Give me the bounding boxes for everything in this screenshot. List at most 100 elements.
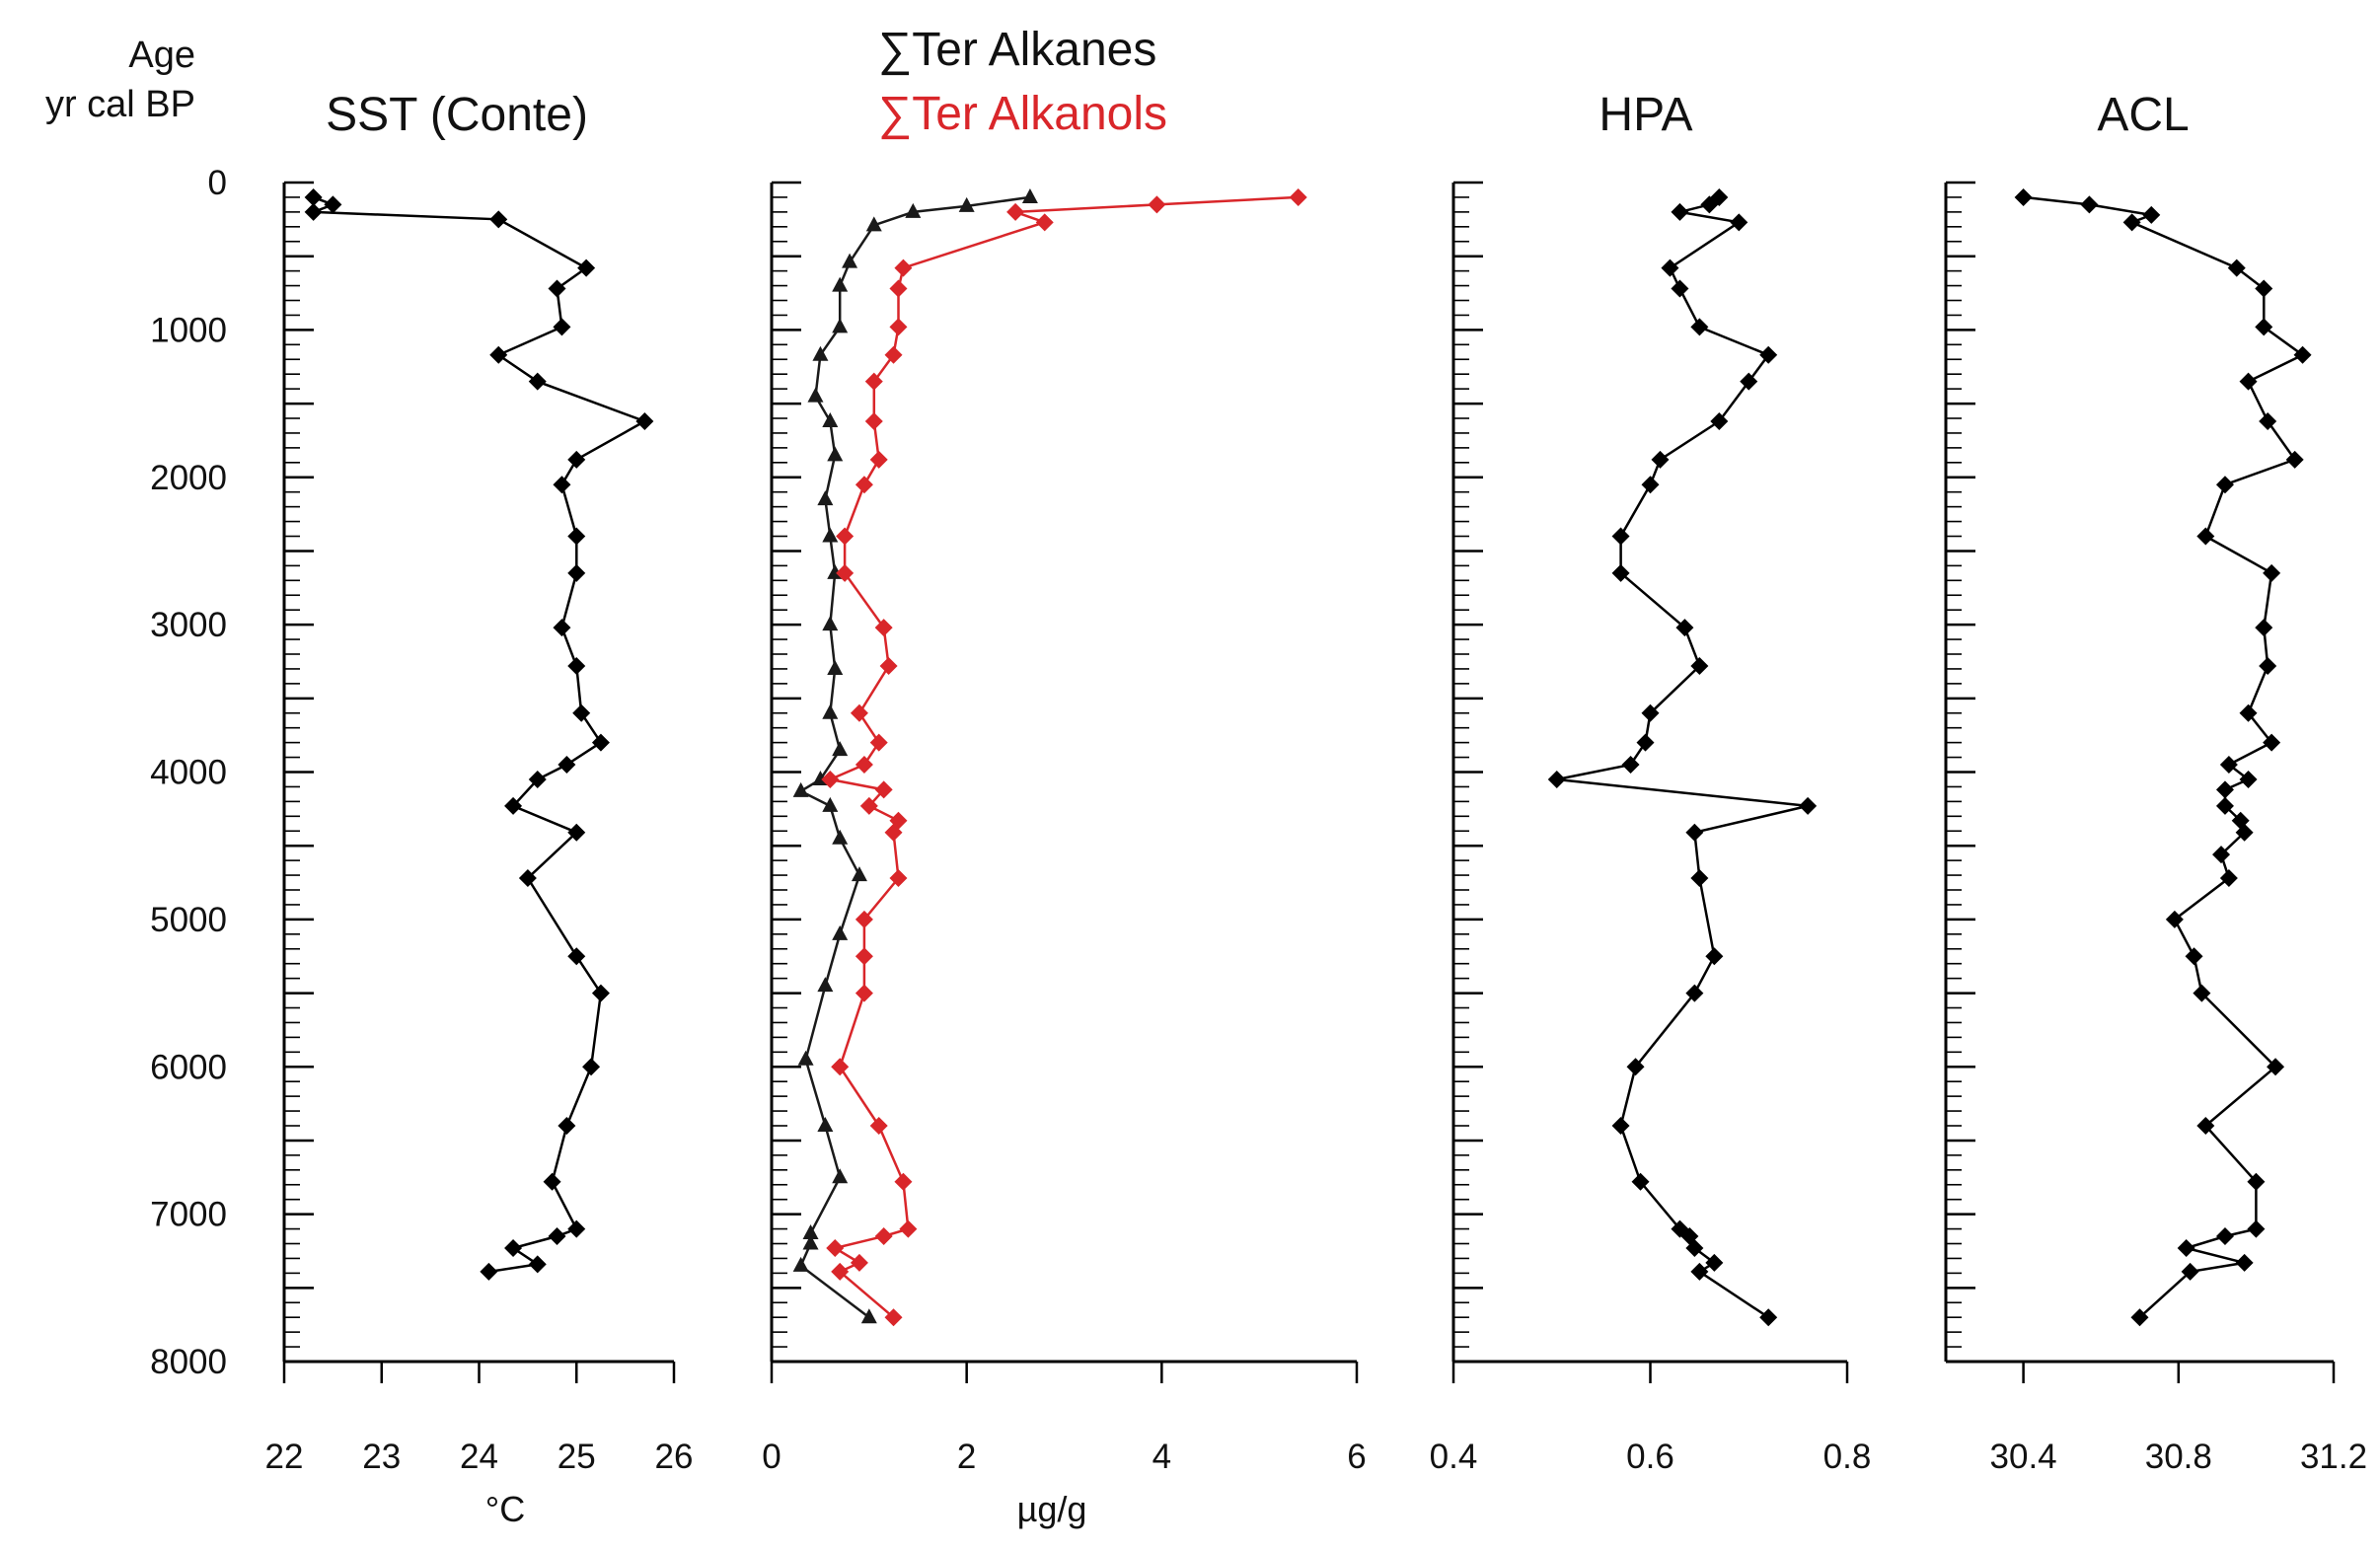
data-point (567, 947, 586, 966)
data-point (850, 703, 868, 722)
data-point (817, 977, 834, 993)
data-point (567, 563, 586, 582)
panel-1: 0 2 4 6 (762, 181, 1367, 1476)
x-tick-label: 6 (1347, 1438, 1366, 1476)
data-point (2219, 869, 2238, 888)
data-point (874, 780, 893, 799)
data-point (2293, 345, 2312, 364)
y-tick-label: 4000 (150, 754, 227, 792)
data-point (899, 1219, 918, 1238)
x-tick-label: 26 (655, 1438, 694, 1476)
data-point (304, 202, 323, 221)
data-point (2255, 318, 2273, 336)
data-point (553, 619, 571, 637)
data-point (2196, 527, 2215, 546)
data-point (528, 770, 547, 788)
data-point (864, 411, 883, 430)
x-tick-label: 0 (762, 1438, 781, 1476)
data-point (1611, 527, 1630, 546)
data-point (548, 1227, 566, 1246)
x-tick-label: 30.8 (2145, 1438, 2212, 1476)
panel-0: 0 1000 2000 3000 4000 5000 6000 7000 8000 22 23 24 2… (150, 164, 693, 1476)
data-point (812, 345, 829, 361)
data-point (2263, 563, 2281, 582)
data-point (1799, 796, 1818, 815)
data-point (874, 1227, 893, 1246)
data-point (2267, 1058, 2285, 1076)
x-tick-label: 22 (265, 1438, 304, 1476)
data-point (2255, 619, 2273, 637)
data-point (832, 318, 849, 333)
data-point (504, 1238, 523, 1257)
data-point (792, 781, 809, 797)
data-point (1675, 619, 1694, 637)
data-point (894, 258, 913, 277)
data-point (567, 1219, 586, 1238)
data-point (836, 527, 855, 546)
data-point (591, 984, 610, 1002)
data-point (859, 796, 878, 815)
data-point (874, 619, 893, 637)
data-point (1148, 195, 1166, 214)
data-point (1035, 213, 1054, 232)
data-point (2247, 1172, 2266, 1191)
data-point (1705, 947, 1724, 966)
data-point (1759, 345, 1778, 364)
data-point (831, 1058, 850, 1076)
data-point (817, 490, 834, 506)
data-point (855, 910, 873, 928)
data-point (1700, 195, 1719, 214)
data-point (324, 195, 342, 214)
data-point (304, 187, 323, 206)
data-point (869, 733, 888, 752)
x-tick-label: 2 (957, 1438, 976, 1476)
data-point (1651, 450, 1670, 469)
data-point (1671, 279, 1689, 298)
y-tick-label: 3000 (150, 606, 227, 644)
data-point (2215, 780, 2234, 799)
data-point (567, 450, 586, 469)
data-point (1671, 202, 1689, 221)
data-point (2215, 476, 2234, 494)
data-point (1730, 213, 1748, 232)
data-point (2196, 1117, 2215, 1135)
data-point (832, 276, 849, 292)
data-point (2215, 796, 2234, 815)
data-point (1685, 984, 1704, 1002)
data-point (827, 446, 844, 462)
data-point (889, 869, 908, 888)
data-point (842, 253, 858, 268)
data-point (1690, 869, 1709, 888)
x-tick-label: 30.4 (1990, 1438, 2057, 1476)
data-point (2193, 984, 2211, 1002)
x-tick-label: 24 (460, 1438, 498, 1476)
data-point (869, 1117, 888, 1135)
data-point (553, 318, 571, 336)
data-point (1289, 187, 1307, 206)
x-tick-label: 23 (362, 1438, 401, 1476)
data-point (1690, 318, 1709, 336)
data-point (865, 216, 882, 232)
data-point (489, 345, 508, 364)
series-line (826, 195, 1299, 1319)
data-point (884, 823, 903, 842)
data-point (2259, 656, 2277, 675)
y-tick-label: 0 (208, 164, 227, 202)
data-point (817, 1117, 834, 1132)
data-point (2227, 258, 2246, 277)
y-tick-label: 7000 (150, 1196, 227, 1234)
data-point (958, 196, 975, 212)
series-3-0 (2014, 187, 2312, 1327)
data-point (635, 411, 654, 430)
data-point (567, 823, 586, 842)
data-point (2239, 703, 2258, 722)
data-point (832, 829, 849, 845)
data-point (2285, 450, 2304, 469)
data-point (855, 756, 873, 775)
data-point (2215, 1227, 2234, 1246)
data-point (869, 450, 888, 469)
series-line (798, 195, 1031, 1319)
x-tick-label: 0.6 (1626, 1438, 1674, 1476)
data-point (2235, 823, 2254, 842)
data-point (797, 1050, 814, 1066)
